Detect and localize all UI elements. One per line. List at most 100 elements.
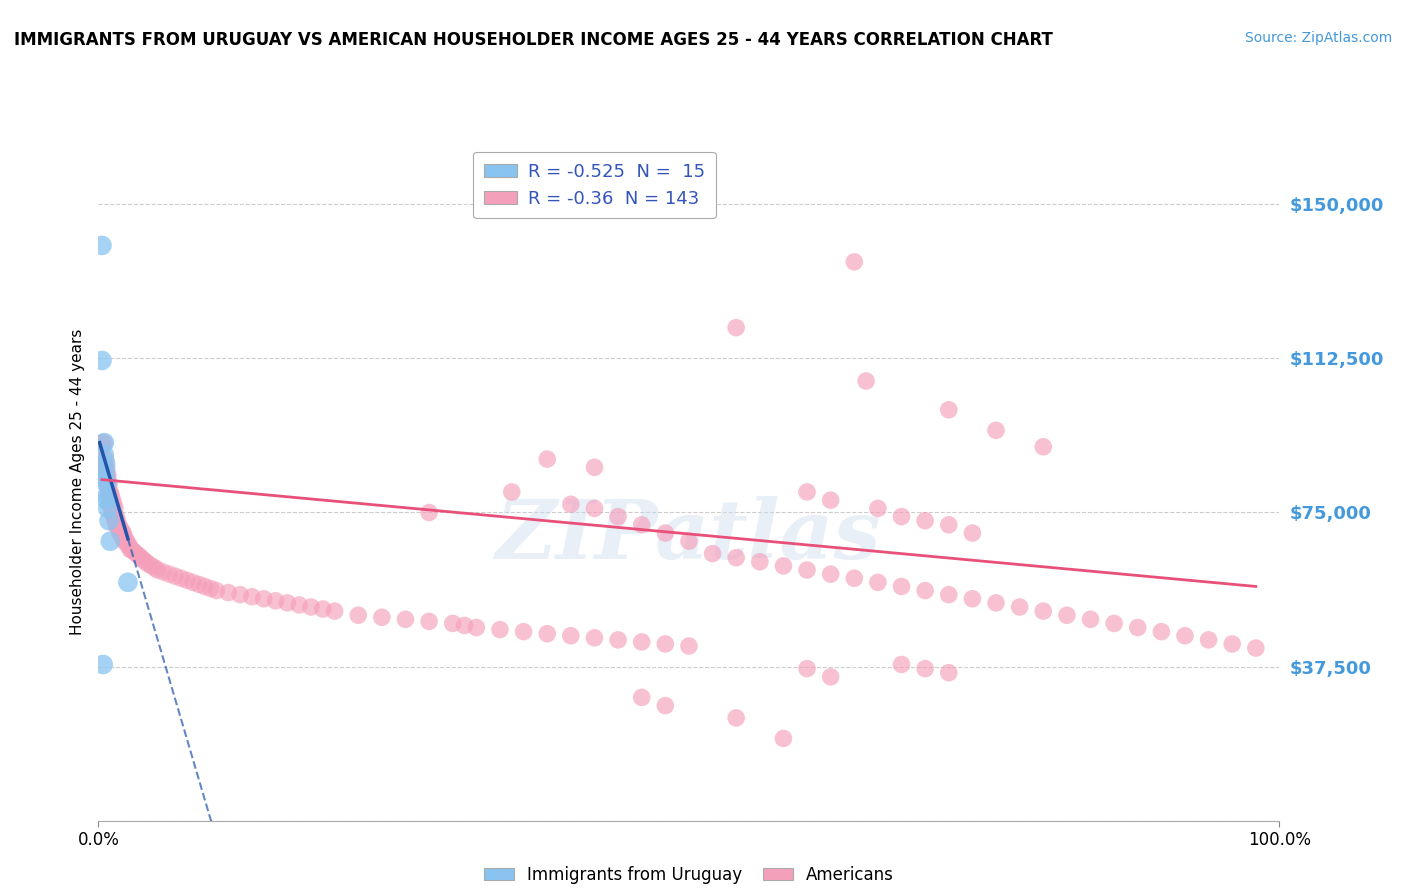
Point [200, 582, 222, 596]
Point [100, 501, 122, 516]
Point [984, 596, 1007, 610]
Point [187, 577, 209, 591]
Point [94, 464, 117, 478]
Point [560, 629, 582, 643]
Point [146, 563, 169, 577]
Point [91, 657, 114, 672]
Point [725, 550, 748, 565]
Point [107, 522, 129, 536]
Point [108, 522, 131, 536]
Point [117, 538, 139, 552]
Point [678, 639, 700, 653]
Point [170, 571, 193, 585]
Point [91, 440, 114, 454]
Point [914, 583, 936, 598]
Point [165, 569, 187, 583]
Point [94, 464, 117, 478]
Point [820, 567, 842, 582]
Point [96, 460, 118, 475]
Point [654, 526, 676, 541]
Point [111, 526, 134, 541]
Point [772, 558, 794, 573]
Point [96, 464, 118, 478]
Point [725, 711, 748, 725]
Point [105, 509, 128, 524]
Point [583, 631, 606, 645]
Point [441, 616, 464, 631]
Point [453, 618, 475, 632]
Point [962, 591, 984, 606]
Point [630, 690, 652, 705]
Point [157, 567, 180, 582]
Point [866, 575, 889, 590]
Point [607, 509, 630, 524]
Point [94, 473, 117, 487]
Point [108, 526, 131, 541]
Point [105, 517, 128, 532]
Point [1032, 604, 1054, 618]
Point [229, 588, 252, 602]
Point [91, 435, 114, 450]
Point [288, 598, 311, 612]
Point [772, 731, 794, 746]
Point [501, 485, 523, 500]
Point [512, 624, 534, 639]
Point [194, 579, 217, 593]
Point [855, 374, 877, 388]
Point [103, 497, 125, 511]
Point [323, 604, 346, 618]
Point [98, 493, 121, 508]
Point [890, 579, 912, 593]
Y-axis label: Householder Income Ages 25 - 44 years: Householder Income Ages 25 - 44 years [69, 328, 84, 635]
Point [1244, 641, 1267, 656]
Point [536, 452, 558, 467]
Point [105, 517, 128, 532]
Point [94, 460, 117, 475]
Point [112, 526, 135, 541]
Point [94, 452, 117, 467]
Point [1080, 612, 1102, 626]
Point [1198, 632, 1220, 647]
Point [103, 509, 125, 524]
Point [678, 534, 700, 549]
Point [962, 526, 984, 541]
Point [299, 599, 322, 614]
Point [748, 555, 770, 569]
Point [890, 509, 912, 524]
Point [253, 591, 276, 606]
Point [583, 460, 606, 475]
Point [110, 526, 132, 541]
Point [104, 509, 127, 524]
Point [844, 255, 866, 269]
Point [103, 506, 125, 520]
Point [181, 575, 204, 590]
Point [96, 489, 118, 503]
Point [110, 522, 132, 536]
Point [93, 452, 115, 467]
Point [107, 517, 129, 532]
Point [129, 550, 152, 565]
Point [111, 530, 134, 544]
Point [105, 514, 128, 528]
Point [112, 530, 135, 544]
Point [702, 547, 724, 561]
Point [112, 530, 135, 544]
Text: IMMIGRANTS FROM URUGUAY VS AMERICAN HOUSEHOLDER INCOME AGES 25 - 44 YEARS CORREL: IMMIGRANTS FROM URUGUAY VS AMERICAN HOUS… [14, 31, 1053, 49]
Point [125, 547, 148, 561]
Point [312, 602, 335, 616]
Point [96, 473, 118, 487]
Point [114, 534, 136, 549]
Point [104, 501, 127, 516]
Point [101, 506, 124, 520]
Point [1102, 616, 1125, 631]
Point [938, 665, 960, 680]
Point [98, 514, 121, 528]
Point [844, 571, 866, 585]
Point [938, 402, 960, 417]
Point [98, 476, 121, 491]
Point [96, 493, 118, 508]
Point [1008, 599, 1031, 614]
Point [796, 485, 818, 500]
Point [938, 588, 960, 602]
Point [97, 468, 120, 483]
